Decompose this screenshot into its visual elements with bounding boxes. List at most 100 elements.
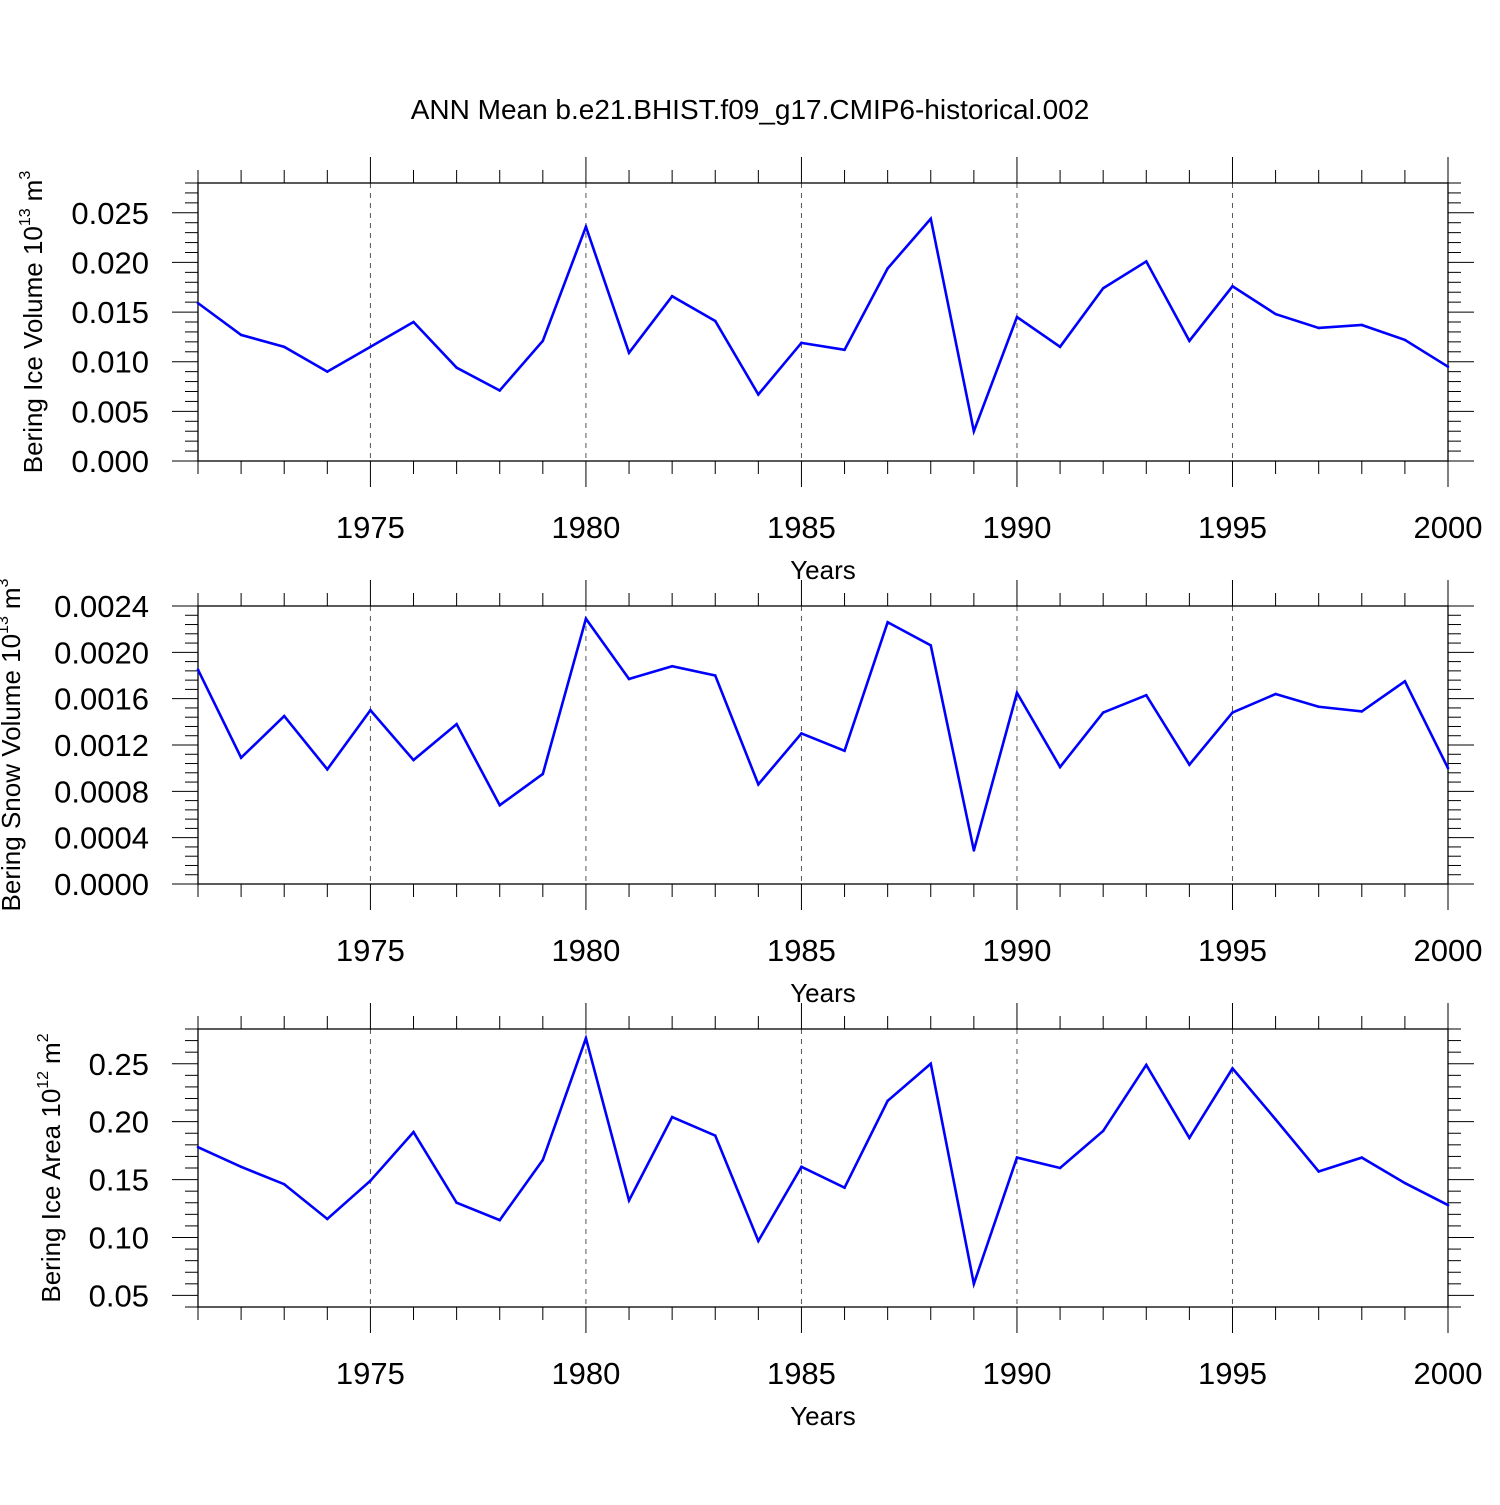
data-point [670,294,674,298]
data-point [886,620,889,624]
data-point [239,333,243,337]
data-point [196,1145,200,1149]
data-point [1274,1118,1277,1121]
y-axis-title-text: Bering Ice Area 10 [36,1089,66,1303]
data-point [800,732,803,735]
x-tick-label: 2000 [1414,1356,1483,1391]
series-line [197,215,1449,436]
y-tick-label: 0.05 [89,1278,149,1313]
data-point [369,1179,372,1183]
data-point [239,1165,243,1169]
data-point [1101,1129,1105,1133]
data-point [1058,1166,1062,1170]
data-point [1360,323,1364,327]
y-tick-label: 0.0008 [54,774,149,809]
data-point [1144,260,1148,263]
y-axis-title-unit: m [0,587,26,609]
data-point [196,301,200,305]
data-point [757,783,760,786]
plot-frame [197,605,1449,885]
data-point [1188,1136,1191,1140]
data-point [627,351,631,355]
data-point [1188,339,1191,343]
y-axis-title-unit: m [36,1042,66,1064]
data-point [455,722,458,726]
data-point [1446,766,1450,770]
y-tick-label: 0.015 [71,295,149,330]
x-tick-label: 2000 [1414,510,1483,545]
data-point [1058,345,1062,349]
y-tick-label: 0.0012 [54,728,149,763]
data-point [412,1130,415,1134]
y-tick-label: 0.010 [71,345,149,380]
y-axis-title-unit-exponent: 3 [0,578,12,587]
data-point [800,1165,803,1169]
panel-ice-volume: 0.000 0.005 0.010 0.015 0.020 0.025 1975 1980 19… [17,157,1482,585]
y-axis-title: Bering Ice Volume 1013 m3 [17,171,48,474]
data-point [1274,692,1277,696]
y-tick-label: 0.025 [71,196,149,231]
y-axis-title-exponent: 12 [35,1071,52,1089]
data-point [886,1099,889,1103]
x-tick-label: 1985 [767,510,836,545]
data-point [1446,1203,1450,1207]
data-point [929,217,933,221]
data-point [1101,711,1105,714]
data-point [1144,693,1148,697]
data-point [972,429,976,433]
data-point [1015,315,1019,319]
series-line [196,615,1450,851]
data-point [498,803,502,807]
y-axis-title-unit-exponent: 2 [35,1033,52,1042]
data-point [369,345,372,349]
data-point [670,1115,674,1119]
data-point [584,1036,588,1040]
data-point [929,1062,933,1066]
data-point [326,1217,329,1221]
x-tick-label: 1995 [1198,1356,1267,1391]
data-point [1403,1181,1407,1185]
x-tick-label: 1990 [982,510,1051,545]
data-point [713,319,717,323]
data-point [627,677,631,681]
data-point [757,393,760,396]
data-point [1231,1067,1234,1070]
y-axis-title-unit-exponent: 3 [17,171,34,180]
data-point [1015,1156,1019,1159]
y-tick-label: 0.020 [71,245,149,280]
panel-ice-area: 0.05 0.10 0.15 0.20 0.25 1975 1980 1985 1990 1995… [35,1003,1482,1431]
data-point [886,267,889,270]
data-point [1403,679,1407,683]
data-point [1274,312,1277,316]
data-point [541,772,545,776]
data-point [541,339,545,343]
data-point [412,320,415,324]
x-tick-label: 1975 [336,1356,405,1391]
plot-frame [197,1028,1449,1308]
data-point [1446,365,1450,368]
data-point [1101,286,1105,290]
data-point [929,644,933,647]
y-axis-title-text: Bering Ice Volume 10 [18,226,48,473]
data-point [369,708,372,712]
data-point [282,714,286,718]
data-point [282,345,286,349]
data-point [412,758,415,762]
x-tick-label: 1985 [767,933,836,968]
x-tick-label: 1990 [982,933,1051,968]
data-point [541,1158,545,1162]
data-point [455,1201,458,1205]
x-tick-label: 1990 [982,1356,1051,1391]
data-point [498,389,502,392]
y-tick-label: 0.25 [89,1047,149,1082]
y-tick-label: 0.0020 [54,635,149,670]
y-tick-label: 0.000 [71,444,149,479]
data-point [843,1186,846,1189]
data-point [455,366,458,369]
x-tick-label: 1995 [1198,933,1267,968]
data-point [1188,763,1191,766]
data-point [670,664,674,668]
y-tick-label: 0.15 [89,1163,149,1198]
y-tick-label: 0.20 [89,1105,149,1140]
chart-title: ANN Mean b.e21.BHIST.f09_g17.CMIP6-histo… [411,94,1090,125]
